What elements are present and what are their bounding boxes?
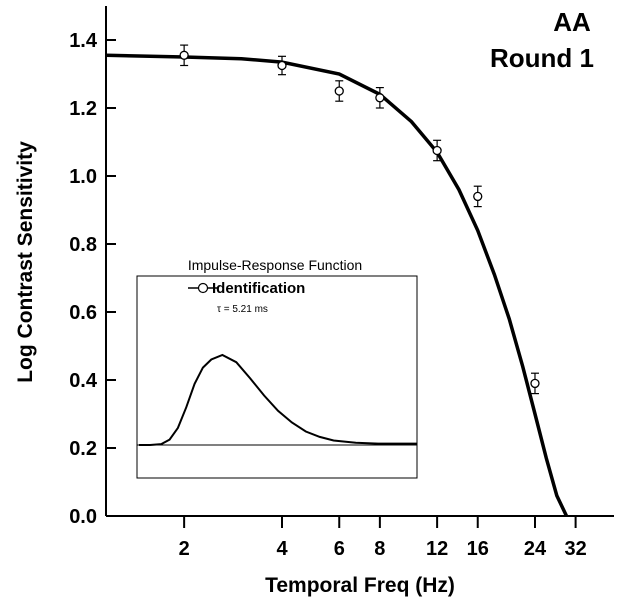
x-tick-label: 8 (374, 538, 385, 560)
data-point (334, 86, 344, 96)
data-point (530, 378, 540, 389)
round-label: Round 1 (490, 43, 594, 73)
x-tick-label: 6 (334, 538, 345, 560)
data-point (432, 145, 442, 156)
data-point (473, 191, 483, 202)
y-tick-label: 0.0 (69, 506, 97, 528)
data-points (179, 44, 540, 395)
x-tick-label: 24 (524, 538, 547, 560)
y-tick-label: 0.6 (69, 302, 97, 324)
data-point (179, 50, 189, 60)
inset-frame (136, 275, 418, 479)
y-tick-label: 1.0 (69, 166, 97, 188)
impulse-response-curve (139, 353, 417, 446)
subject-label: AA (553, 7, 591, 37)
y-axis-ticks: 0.0 0.2 0.4 0.6 0.8 1.0 1.2 1.4 (69, 30, 116, 528)
y-tick-label: 0.2 (69, 438, 97, 460)
y-axis-label: Log Contrast Sensitivity (14, 141, 37, 383)
x-axis-ticks: 2 4 6 8 12 16 24 32 (179, 516, 587, 560)
x-axis-label: Temporal Freq (Hz) (265, 574, 455, 597)
x-tick-label: 2 (179, 538, 190, 560)
inset-tau-label: τ = 5.21 ms (217, 304, 268, 315)
fitted-curve (105, 53, 569, 517)
y-tick-label: 0.8 (69, 234, 97, 256)
data-point (375, 93, 385, 103)
x-tick-label: 12 (426, 538, 448, 560)
inset-legend-marker (197, 282, 209, 294)
y-tick-label: 1.2 (69, 98, 97, 120)
x-tick-label: 4 (276, 538, 288, 560)
inset-panel: Impulse-Response Function Identification… (136, 257, 418, 479)
y-tick-label: 1.4 (69, 30, 98, 52)
inset-legend-label: Identification (212, 280, 305, 297)
x-tick-label: 16 (467, 538, 489, 560)
inset-title: Impulse-Response Function (188, 257, 362, 273)
data-point (277, 60, 287, 71)
x-tick-label: 32 (564, 538, 586, 560)
y-tick-label: 0.4 (69, 370, 98, 392)
